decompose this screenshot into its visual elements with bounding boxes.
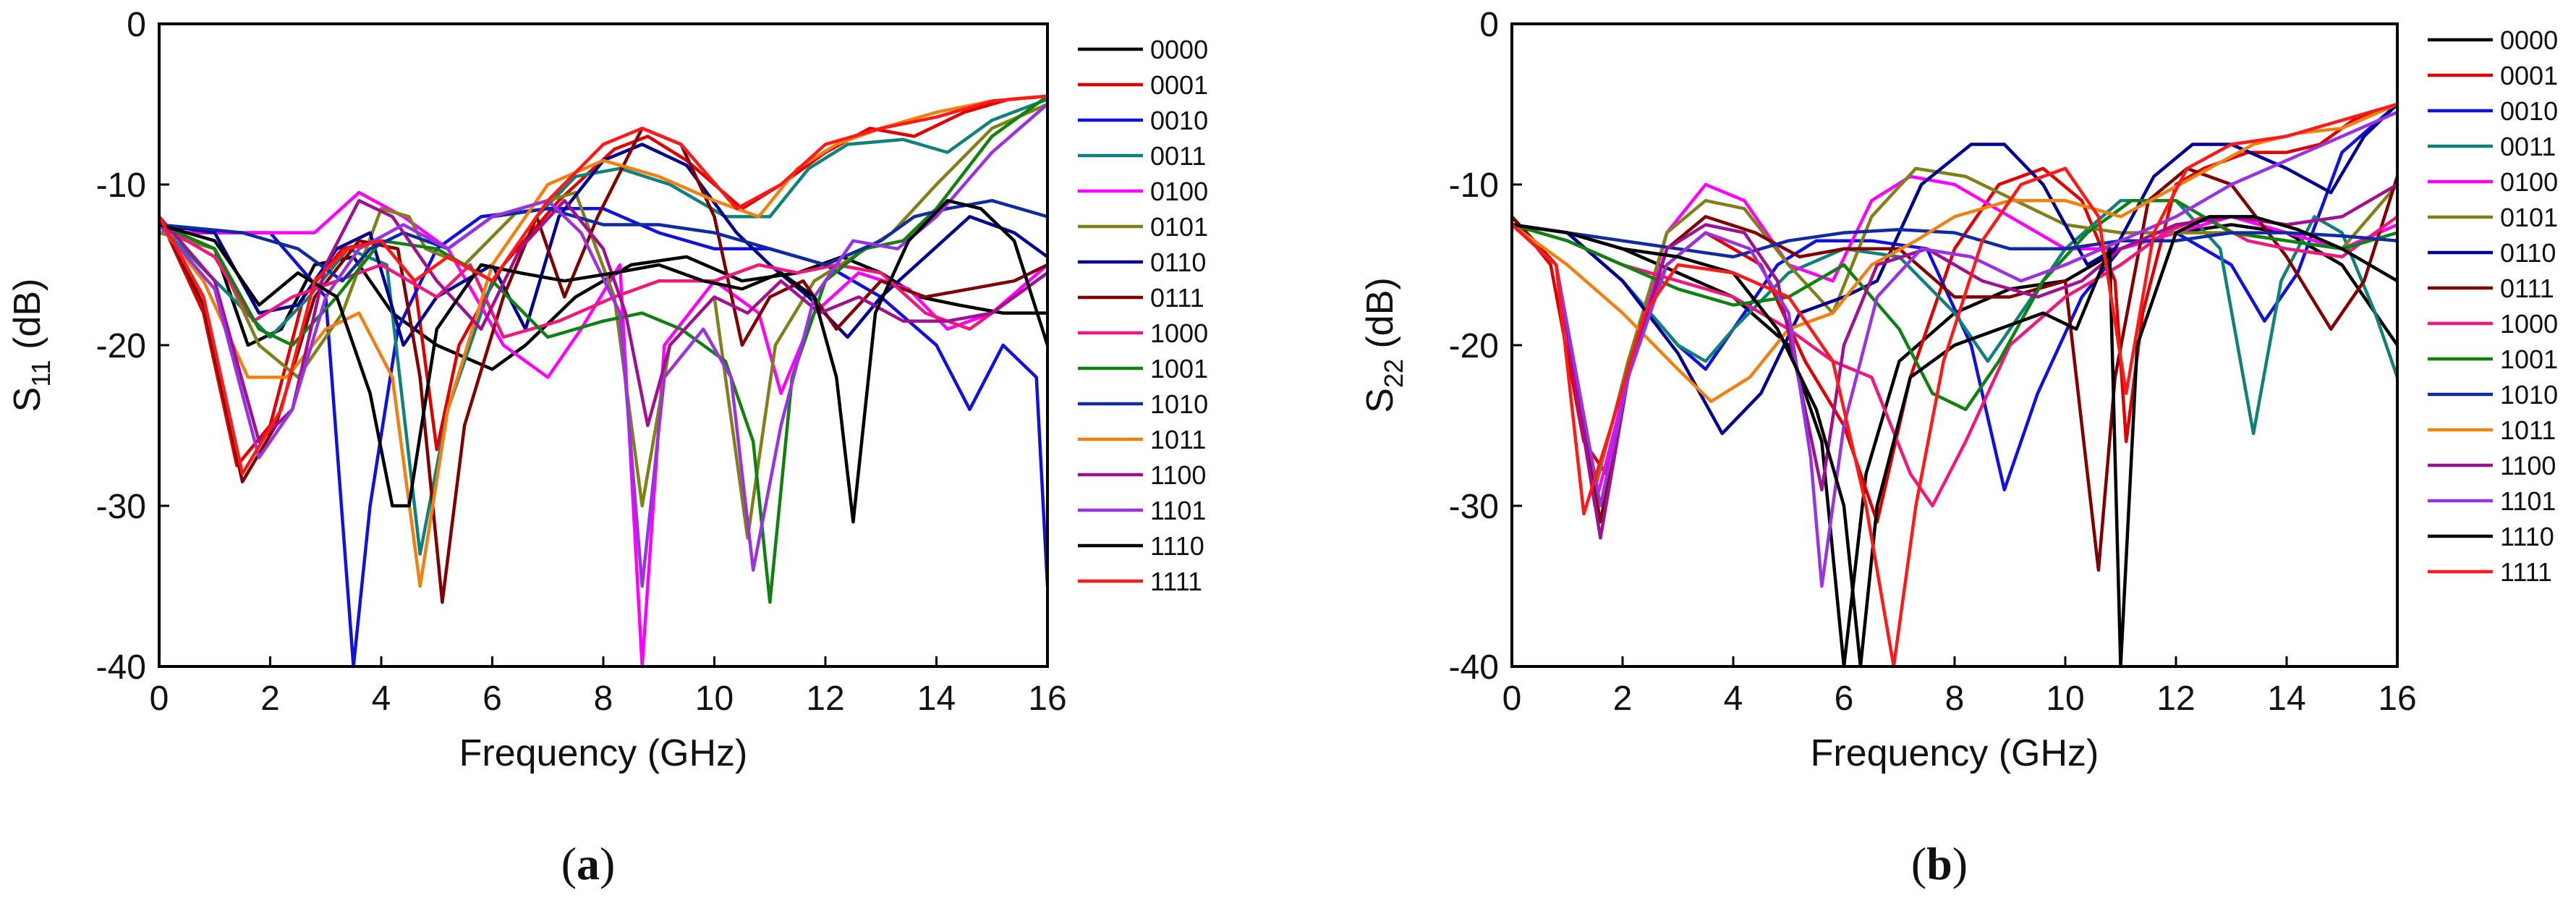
series-line-1010 (1511, 223, 2398, 259)
legend-label-0100: 0100 (2500, 167, 2558, 197)
panel-a: (a) 0 2 4 6 8 10 12 14 16 0 -10 -20 -30 -40 Frequency … (7, 6, 1208, 889)
y-tick-label: -30 (96, 488, 146, 526)
legend-label-0010: 0010 (2500, 96, 2558, 126)
legend-label-1000: 1000 (1150, 318, 1208, 348)
x-tick-label: 6 (483, 680, 502, 718)
x-tick-label: 0 (1502, 680, 1522, 718)
x-axis-label: Frequency (GHz) (459, 732, 748, 774)
legend-label-0110: 0110 (1150, 247, 1206, 277)
series-line-1111 (1510, 102, 2398, 669)
x-tick-label: 4 (372, 680, 391, 718)
legend-label-0000: 0000 (1150, 35, 1208, 64)
series-line-1100 (158, 198, 1049, 444)
x-tick-label: 14 (2267, 680, 2305, 718)
x-tick-label: 14 (917, 680, 956, 718)
y-tick-label: -40 (1449, 648, 1499, 687)
series-line-0000 (1511, 223, 2399, 669)
series-line-1101 (158, 103, 1049, 588)
legend-label-0100: 0100 (1150, 177, 1208, 206)
panel-b-caption: (b) (1911, 838, 1968, 889)
x-tick-label: 8 (594, 680, 613, 718)
legend-label-0001: 0001 (1150, 70, 1208, 100)
legend-label-0001: 0001 (2500, 61, 2558, 90)
series-line-0010 (1511, 103, 2399, 492)
series-line-0010 (159, 207, 1050, 669)
x-tick-label: 8 (1945, 680, 1965, 718)
y-tick-label: 0 (1479, 6, 1499, 44)
panel-b: (b) 0 2 4 6 8 10 12 14 16 0 -10 -20 -30 -40 Frequency … (1359, 6, 2558, 889)
x-tick-label: 10 (2046, 680, 2084, 718)
legend-label-1100: 1100 (1150, 460, 1206, 490)
series-line-1010 (158, 198, 1048, 283)
x-tick-label: 2 (260, 680, 280, 718)
legend-label-0101: 0101 (1150, 212, 1208, 242)
x-tick-label: 0 (150, 680, 169, 718)
x-tick-label: 16 (2378, 680, 2416, 718)
y-tick-label: -10 (1449, 166, 1499, 205)
legend-label-1111: 1111 (1150, 567, 1202, 596)
y-tick-label: 0 (127, 6, 146, 44)
legend-label-1101: 1101 (2500, 486, 2556, 516)
legend-label-1001: 1001 (1150, 354, 1208, 384)
x-tick-label: 6 (1835, 680, 1854, 718)
series-line-1110 (158, 198, 1050, 524)
legend-label-1001: 1001 (2500, 344, 2558, 374)
legend-label-1110: 1110 (1150, 531, 1204, 561)
legend-label-0011: 0011 (2500, 132, 2556, 161)
legend-label-0101: 0101 (2500, 203, 2558, 232)
legend-label-0010: 0010 (1150, 106, 1208, 135)
legend-label-0111: 0111 (2500, 274, 2554, 303)
legend-label-1011: 1011 (1150, 425, 1206, 454)
panel-a-caption: (a) (561, 838, 616, 889)
y-tick-label: -30 (1449, 488, 1499, 526)
x-tick-label: 12 (2156, 680, 2195, 718)
legend-label-1000: 1000 (2500, 309, 2558, 339)
legend-label-1101: 1101 (1150, 496, 1206, 525)
y-tick-label: -20 (96, 327, 146, 365)
legend-label-1010: 1010 (1150, 389, 1208, 419)
x-tick-label: 2 (1613, 680, 1633, 718)
y-tick-label: -10 (96, 166, 146, 205)
series-line-1000 (1511, 215, 2399, 508)
x-tick-label: 4 (1724, 680, 1743, 718)
x-tick-label: 12 (806, 680, 844, 718)
legend-label-0011: 0011 (1150, 141, 1206, 171)
legend-label-0111: 0111 (1150, 283, 1204, 313)
series-line-1101 (1510, 111, 2398, 588)
x-tick-label: 10 (695, 680, 734, 718)
series-line-1011 (1510, 102, 2398, 403)
legend-label-0000: 0000 (2500, 25, 2558, 55)
y-tick-label: -40 (96, 648, 146, 687)
y-tick-label: -20 (1449, 327, 1499, 365)
y-axis-label: S11 (dB) (7, 279, 56, 412)
legend-label-0110: 0110 (2500, 238, 2556, 268)
legend-label-1110: 1110 (2500, 522, 2554, 551)
series-line-1111 (158, 94, 1048, 475)
legend-label-1100: 1100 (2500, 451, 2556, 480)
series-line-1000 (158, 223, 1049, 339)
legend-label-1010: 1010 (2500, 380, 2558, 410)
x-axis-label: Frequency (GHz) (1811, 732, 2099, 774)
series-line-0110 (1511, 103, 2399, 436)
series-line-0001 (157, 94, 1048, 467)
legend-label-1111: 1111 (2500, 557, 2552, 587)
series-line-1110 (1511, 215, 2399, 669)
x-tick-label: 16 (1028, 680, 1066, 718)
y-axis-label: S22 (dB) (1359, 277, 1408, 412)
legend-label-1011: 1011 (2500, 415, 2556, 445)
